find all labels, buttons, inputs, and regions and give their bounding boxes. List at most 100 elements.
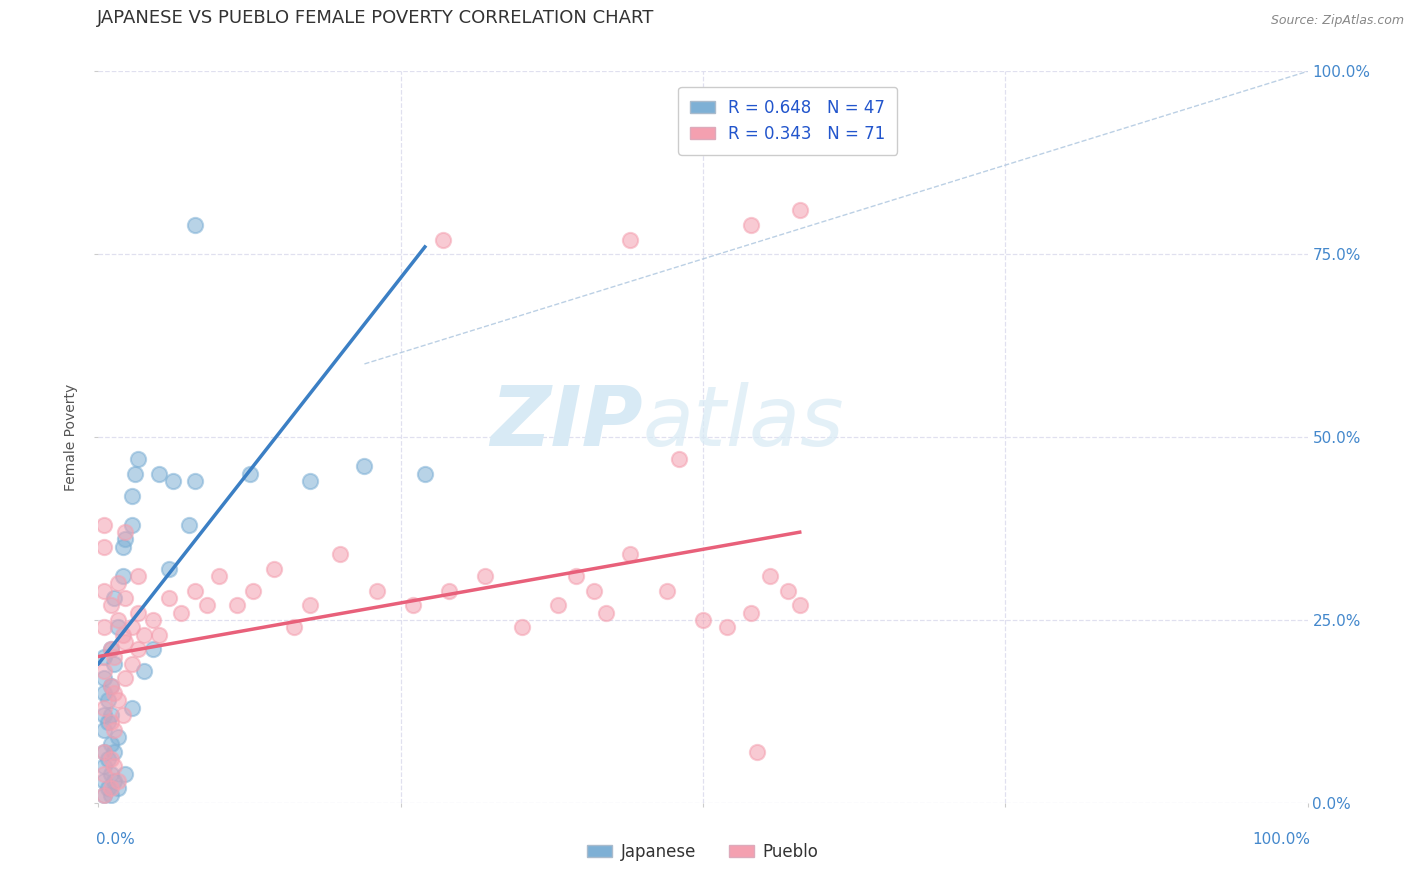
Point [299,599,322,613]
Point [114,766,136,780]
Point [510,620,533,634]
Point [103,649,125,664]
Point [93,789,115,803]
Point [208,569,231,583]
Point [93,517,115,532]
Point [114,591,136,605]
Point [789,203,811,218]
Point [127,569,149,583]
Point [142,642,165,657]
Point [93,686,115,700]
Point [432,233,454,247]
Text: Source: ZipAtlas.com: Source: ZipAtlas.com [1271,14,1405,28]
Point [565,569,588,583]
Text: ZIP: ZIP [489,382,643,463]
Point [111,569,134,583]
Point [93,745,115,759]
Point [93,773,115,788]
Point [93,672,115,686]
Point [93,723,115,737]
Point [162,474,184,488]
Point [157,591,180,605]
Point [127,452,149,467]
Point [148,627,170,641]
Point [776,583,799,598]
Point [93,700,115,714]
Point [93,583,115,598]
Point [148,467,170,481]
Point [655,583,678,598]
Point [100,599,122,613]
Point [100,679,122,693]
Point [747,745,769,759]
Point [583,583,606,598]
Point [413,467,436,481]
Point [103,686,125,700]
Point [93,766,115,780]
Point [184,218,207,232]
Legend: Japanese, Pueblo: Japanese, Pueblo [581,837,825,868]
Point [93,620,115,634]
Point [107,730,129,744]
Point [437,583,460,598]
Point [127,606,149,620]
Point [142,613,165,627]
Y-axis label: Female Poverty: Female Poverty [65,384,79,491]
Point [93,745,115,759]
Point [97,752,120,766]
Point [107,773,129,788]
Point [283,620,305,634]
Point [114,672,136,686]
Point [619,233,641,247]
Point [100,642,122,657]
Point [97,781,120,796]
Point [100,781,122,796]
Point [329,547,352,561]
Point [111,540,134,554]
Point [668,452,690,467]
Point [93,664,115,678]
Point [299,474,322,488]
Point [402,599,425,613]
Point [366,583,388,598]
Text: JAPANESE VS PUEBLO FEMALE POVERTY CORRELATION CHART: JAPANESE VS PUEBLO FEMALE POVERTY CORREL… [97,10,655,28]
Point [179,517,201,532]
Point [111,627,134,641]
Point [789,599,811,613]
Point [716,620,738,634]
Point [121,517,143,532]
Text: 0.0%: 0.0% [96,832,135,847]
Point [107,781,129,796]
Point [103,723,125,737]
Point [740,606,762,620]
Point [97,693,120,707]
Text: atlas: atlas [643,382,844,463]
Point [184,583,207,598]
Point [184,474,207,488]
Point [157,562,180,576]
Point [239,467,262,481]
Point [169,606,191,620]
Point [100,766,122,780]
Point [107,693,129,707]
Point [107,576,129,591]
Point [134,664,156,678]
Point [121,489,143,503]
Point [107,613,129,627]
Point [111,708,134,723]
Point [103,745,125,759]
Point [103,657,125,671]
Point [114,533,136,547]
Point [100,737,122,751]
Text: 100.0%: 100.0% [1251,832,1310,847]
Point [242,583,264,598]
Point [474,569,496,583]
Point [740,218,762,232]
Point [100,789,122,803]
Point [195,599,218,613]
Point [353,459,375,474]
Point [114,635,136,649]
Point [93,649,115,664]
Point [121,657,143,671]
Point [100,752,122,766]
